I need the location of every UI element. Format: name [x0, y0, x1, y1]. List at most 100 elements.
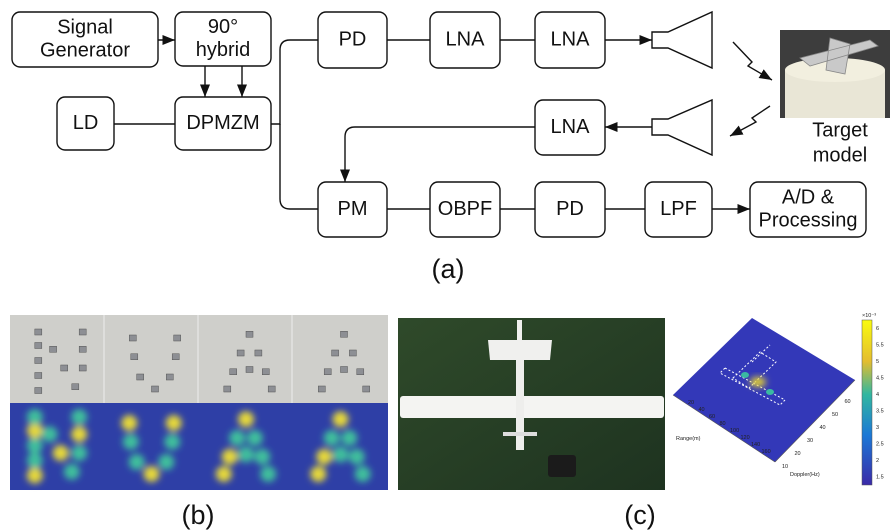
node-label: A/D & [782, 186, 835, 208]
heat-spot [27, 468, 43, 484]
node-label: LNA [551, 28, 591, 50]
caption: (a) [432, 254, 465, 284]
heat-spot [341, 430, 357, 446]
colorbar-exponent: ×10⁻³ [862, 313, 876, 319]
heat-spot [71, 445, 87, 461]
metal-piece [172, 354, 179, 360]
colorbar-tick: 2 [876, 458, 879, 464]
target-label: Target [812, 119, 868, 141]
metal-piece [137, 374, 144, 380]
heat-spot [129, 454, 145, 470]
tick-label: 40 [699, 407, 705, 413]
target-label: model [813, 144, 867, 166]
tick-label: 140 [751, 442, 760, 448]
node-label: LPF [660, 198, 697, 220]
heat-spot [349, 449, 365, 465]
heat-spot [123, 434, 139, 450]
heat-spot [121, 415, 137, 431]
metal-piece [246, 331, 253, 337]
colorbar-tick: 4 [876, 392, 879, 398]
node-label: LD [73, 112, 99, 134]
tick-label: 50 [832, 412, 838, 418]
heat-spot [238, 447, 254, 463]
node-label: Processing [759, 209, 858, 231]
heat-spot [42, 426, 58, 442]
heat-spot [144, 466, 160, 482]
metal-piece [237, 350, 244, 356]
heat-spot [158, 454, 174, 470]
metal-piece [35, 343, 42, 349]
heat-spot [166, 415, 182, 431]
metal-piece [35, 388, 42, 394]
metal-piece [166, 374, 173, 380]
metal-piece [246, 367, 253, 373]
node-label: hybrid [196, 39, 250, 61]
heat-spot [355, 466, 371, 482]
metal-piece [35, 373, 42, 379]
node-label: PD [339, 28, 367, 50]
node-label: PD [556, 198, 584, 220]
caption: (c) [624, 500, 655, 530]
drone-photo [398, 318, 665, 490]
colorbar-tick: 5 [876, 359, 879, 365]
metal-piece [72, 384, 79, 390]
heat-spot [333, 447, 349, 463]
tick-label: 40 [820, 425, 826, 431]
heat-spot [27, 453, 43, 469]
tick-label: 20 [795, 451, 801, 457]
metal-piece [152, 386, 159, 392]
node-label: 90° [208, 16, 238, 38]
heat-spot [71, 409, 87, 425]
metal-piece [129, 335, 136, 341]
heat-spot [164, 434, 180, 450]
metal-piece [35, 329, 42, 335]
metal-piece [363, 386, 370, 392]
node-label: DPMZM [186, 112, 259, 134]
heat-spot [310, 466, 326, 482]
metal-piece [332, 350, 339, 356]
heat-spot [229, 430, 245, 446]
node-label: Signal [57, 16, 113, 38]
heat-spot [238, 411, 254, 427]
metal-piece [262, 369, 269, 375]
metal-piece [50, 346, 57, 352]
tick-label: 100 [730, 428, 739, 434]
axis-label: Range(m) [676, 436, 701, 442]
metal-piece [341, 331, 348, 337]
heat-spot [222, 449, 238, 465]
colorbar-tick: 3 [876, 425, 879, 431]
heat-spot [316, 449, 332, 465]
metal-piece [268, 386, 275, 392]
metal-piece [341, 367, 348, 373]
heat-spot [260, 466, 276, 482]
figure: Target model SignalGenerator90°hybridLDD… [0, 0, 896, 532]
metal-piece [357, 369, 364, 375]
colorbar-tick: 1.5 [876, 475, 884, 481]
tick-label: 120 [741, 435, 750, 441]
node-label: PM [338, 198, 368, 220]
colorbar-tick: 6 [876, 326, 879, 332]
heat-spot [64, 464, 80, 480]
colorbar-tick: 3.5 [876, 409, 884, 415]
metal-piece [324, 369, 331, 375]
tick-label: 10 [782, 464, 788, 470]
metal-piece [79, 346, 86, 352]
colorbar-tick: 2.5 [876, 442, 884, 448]
tick-label: 20 [688, 400, 694, 406]
tick-label: 80 [720, 421, 726, 427]
metal-piece [230, 369, 237, 375]
tick-label: 60 [845, 399, 851, 405]
heat-spot [27, 409, 43, 425]
node-label: LNA [551, 116, 591, 138]
tick-label: 60 [709, 414, 715, 420]
heat-spot [216, 466, 232, 482]
metal-piece [174, 335, 181, 341]
tick-label: 30 [807, 438, 813, 444]
axis-label: Doppler(Hz) [790, 472, 820, 478]
metal-piece [224, 386, 231, 392]
metal-piece [79, 329, 86, 335]
heat-spot [254, 449, 270, 465]
metal-piece [318, 386, 325, 392]
metal-piece [349, 350, 356, 356]
radar-image: Range(m)Doppler(Hz)204060801001201401601… [673, 313, 884, 485]
